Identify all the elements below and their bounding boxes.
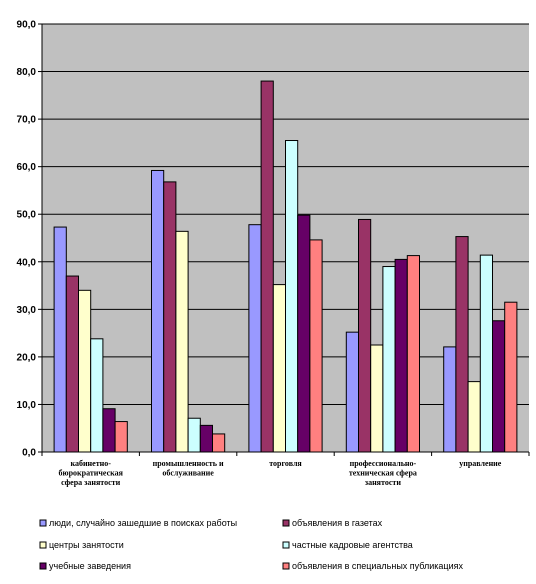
bar [345,331,359,453]
bar [370,344,384,453]
x-category-label-line: торговля [269,459,302,468]
x-category-label: управление [459,459,502,468]
bar [443,346,457,453]
x-category-label-line: сфера занятости [61,478,120,487]
bar [394,258,408,453]
y-tick-label: 90,0 [17,20,37,31]
legend-label: частные кадровые агентства [292,540,413,550]
legend-swatch [282,541,290,549]
bar [467,381,481,453]
x-category-label: кабинетно-бюрократическая сфера занятости [58,459,123,487]
bar [151,169,165,453]
bar [272,284,286,453]
x-category-label-line: управление [459,459,502,468]
bar [163,181,177,453]
bar [212,433,226,453]
legend: люди, случайно зашедшие в поисках работы… [39,518,463,571]
bar [309,239,323,453]
y-tick-labels: 0,0 10,0 20,0 30,0 40,0 50,0 60,0 70,0 80,0 90,0 [17,20,37,459]
legend-swatch [39,541,47,549]
y-tick-label: 10,0 [17,400,37,411]
bar [175,230,189,453]
bar [114,421,128,453]
bar [406,255,420,453]
bar [187,417,201,453]
bar [479,254,493,453]
bar [65,275,80,453]
y-tick-label: 20,0 [17,352,37,363]
x-category-label-line: кабинетно- [70,459,111,468]
x-category-label: промышленность и обслуживание [153,459,224,478]
x-category-label-line: бюрократическая [58,469,123,478]
bars [53,80,518,453]
legend-swatch [39,562,47,570]
bar [260,80,274,453]
bar [492,320,506,453]
legend-label: объявления в газетах [292,518,383,528]
axes [38,23,530,456]
x-category-label-line: промышленность и [153,459,224,468]
bar [90,338,104,453]
bar [102,408,116,453]
x-category-label: торговля [269,459,302,468]
bar [248,224,262,453]
bar [382,266,396,453]
bar [504,301,518,453]
legend-swatch [282,562,290,570]
y-tick-label: 40,0 [17,257,37,268]
legend-label: объявления в специальных публикациях [292,561,463,571]
y-tick-label: 70,0 [17,115,37,126]
x-category-label: профессионально-техническая сфера занятос… [349,459,417,487]
y-tick-label: 30,0 [17,305,37,316]
bar [297,214,311,453]
x-category-label-line: профессионально- [350,459,417,468]
y-tick-label: 50,0 [17,210,37,221]
legend-label: учебные заведения [49,561,131,571]
y-tick-label: 60,0 [17,162,37,173]
bar [199,424,214,453]
x-category-label-line: техническая сфера [349,469,417,478]
legend-swatch [282,519,290,527]
bar [455,236,469,453]
x-category-labels: кабинетно-бюрократическая сфера занятости… [58,459,501,487]
bar [358,218,372,453]
x-category-label-line: занятости [365,478,401,487]
y-tick-label: 80,0 [17,67,37,78]
bar [285,140,299,453]
legend-swatch [39,519,47,527]
x-category-label-line: обслуживание [162,469,214,478]
legend-label: люди, случайно зашедшие в поисках работы [49,518,237,528]
bar [53,226,67,453]
legend-label: центры занятости [49,540,124,550]
y-tick-label: 0,0 [22,448,36,459]
bar [78,289,92,453]
